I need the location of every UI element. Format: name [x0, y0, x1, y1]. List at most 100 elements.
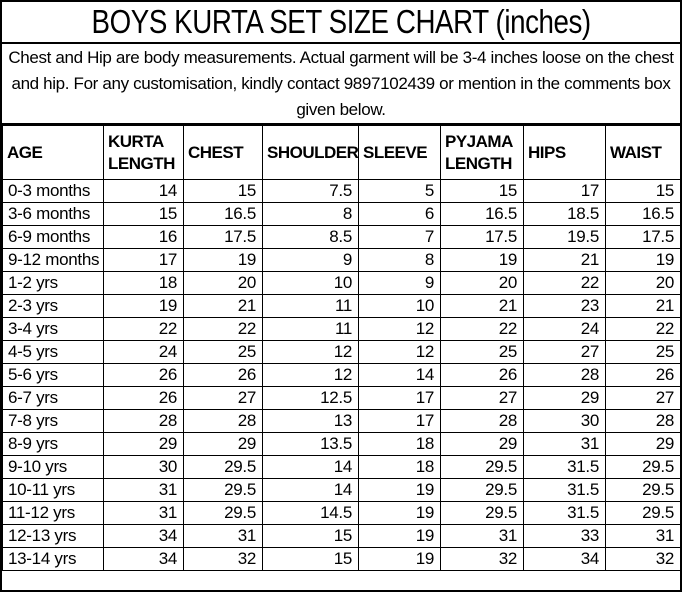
- value-cell: 32: [183, 547, 263, 571]
- value-cell: 34: [103, 524, 184, 548]
- value-cell: 27: [183, 386, 263, 410]
- value-cell: 8: [262, 202, 359, 226]
- value-cell: 25: [440, 340, 524, 364]
- value-cell: 29.5: [605, 501, 680, 525]
- value-cell: 20: [183, 271, 263, 295]
- value-cell: 28: [440, 409, 524, 433]
- value-cell: 19: [183, 248, 263, 272]
- table-row: 13-14 yrs 34 32 15 19 32 34 32: [2, 547, 680, 571]
- table-row: 0-3 months 14 15 7.5 5 15 17 15: [2, 179, 680, 203]
- value-cell: 23: [523, 294, 606, 318]
- age-cell: 12-13 yrs: [2, 524, 104, 548]
- table-row: 12-13 yrs 34 31 15 19 31 33 31: [2, 524, 680, 548]
- table-row: 3-6 months 15 16.5 8 6 16.5 18.5 16.5: [2, 202, 680, 226]
- value-cell: 29.5: [440, 501, 524, 525]
- value-cell: 27: [605, 386, 680, 410]
- table-row: 9-12 months 17 19 9 8 19 21 19: [2, 248, 680, 272]
- value-cell: 17: [103, 248, 184, 272]
- value-cell: 29.5: [183, 478, 263, 502]
- age-cell: 8-9 yrs: [2, 432, 104, 456]
- value-cell: 16: [103, 225, 184, 249]
- column-header-kurta-length: KURTA LENGTH: [103, 125, 184, 180]
- age-cell: 0-3 months: [2, 179, 104, 203]
- value-cell: 15: [183, 179, 263, 203]
- value-cell: 20: [605, 271, 680, 295]
- value-cell: 10: [262, 271, 359, 295]
- value-cell: 29.5: [605, 478, 680, 502]
- value-cell: 8: [358, 248, 441, 272]
- value-cell: 33: [523, 524, 606, 548]
- value-cell: 10: [358, 294, 441, 318]
- table-header-row: AGE KURTA LENGTH CHEST SHOULDER SLEEVE PYJAMA…: [2, 125, 680, 180]
- value-cell: 6: [358, 202, 441, 226]
- value-cell: 19: [605, 248, 680, 272]
- column-header-age: AGE: [2, 125, 104, 180]
- value-cell: 26: [183, 363, 263, 387]
- value-cell: 26: [440, 363, 524, 387]
- value-cell: 18: [358, 455, 441, 479]
- column-header-chest: CHEST: [183, 125, 263, 180]
- value-cell: 26: [103, 363, 184, 387]
- value-cell: 34: [523, 547, 606, 571]
- table-row: 6-7 yrs 26 27 12.5 17 27 29 27: [2, 386, 680, 410]
- value-cell: 14: [103, 179, 184, 203]
- value-cell: 24: [523, 317, 606, 341]
- value-cell: 21: [183, 294, 263, 318]
- size-table: AGE KURTA LENGTH CHEST SHOULDER SLEEVE PYJAMA…: [2, 125, 680, 571]
- value-cell: 30: [103, 455, 184, 479]
- value-cell: 15: [262, 547, 359, 571]
- value-cell: 22: [183, 317, 263, 341]
- value-cell: 28: [523, 363, 606, 387]
- value-cell: 29: [440, 432, 524, 456]
- age-cell: 6-9 months: [2, 225, 104, 249]
- value-cell: 14: [358, 363, 441, 387]
- value-cell: 28: [183, 409, 263, 433]
- value-cell: 18: [103, 271, 184, 295]
- value-cell: 12: [358, 317, 441, 341]
- value-cell: 29: [183, 432, 263, 456]
- value-cell: 34: [103, 547, 184, 571]
- value-cell: 22: [440, 317, 524, 341]
- age-cell: 5-6 yrs: [2, 363, 104, 387]
- value-cell: 32: [440, 547, 524, 571]
- note-section: Chest and Hip are body measurements. Act…: [2, 44, 680, 125]
- value-cell: 32: [605, 547, 680, 571]
- value-cell: 11: [262, 317, 359, 341]
- value-cell: 9: [262, 248, 359, 272]
- table-row: 2-3 yrs 19 21 11 10 21 23 21: [2, 294, 680, 318]
- page-title: BOYS KURTA SET SIZE CHART (inches): [91, 3, 591, 40]
- value-cell: 28: [605, 409, 680, 433]
- value-cell: 27: [440, 386, 524, 410]
- value-cell: 25: [605, 340, 680, 364]
- value-cell: 15: [262, 524, 359, 548]
- table-row: 3-4 yrs 22 22 11 12 22 24 22: [2, 317, 680, 341]
- value-cell: 12: [262, 340, 359, 364]
- value-cell: 29.5: [440, 455, 524, 479]
- table-row: 11-12 yrs 31 29.5 14.5 19 29.5 31.5 29.5: [2, 501, 680, 525]
- value-cell: 15: [605, 179, 680, 203]
- value-cell: 19: [358, 524, 441, 548]
- age-cell: 3-4 yrs: [2, 317, 104, 341]
- value-cell: 19: [358, 478, 441, 502]
- value-cell: 14: [262, 455, 359, 479]
- value-cell: 7: [358, 225, 441, 249]
- value-cell: 24: [103, 340, 184, 364]
- value-cell: 29: [523, 386, 606, 410]
- table-row: 4-5 yrs 24 25 12 12 25 27 25: [2, 340, 680, 364]
- value-cell: 16.5: [440, 202, 524, 226]
- value-cell: 19.5: [523, 225, 606, 249]
- age-cell: 6-7 yrs: [2, 386, 104, 410]
- value-cell: 28: [103, 409, 184, 433]
- age-cell: 4-5 yrs: [2, 340, 104, 364]
- column-header-hips: HIPS: [523, 125, 606, 180]
- column-header-shoulder: SHOULDER: [262, 125, 359, 180]
- age-cell: 13-14 yrs: [2, 547, 104, 571]
- value-cell: 29.5: [605, 455, 680, 479]
- value-cell: 19: [358, 501, 441, 525]
- value-cell: 17.5: [440, 225, 524, 249]
- value-cell: 16.5: [605, 202, 680, 226]
- value-cell: 13: [262, 409, 359, 433]
- value-cell: 19: [440, 248, 524, 272]
- value-cell: 31: [103, 501, 184, 525]
